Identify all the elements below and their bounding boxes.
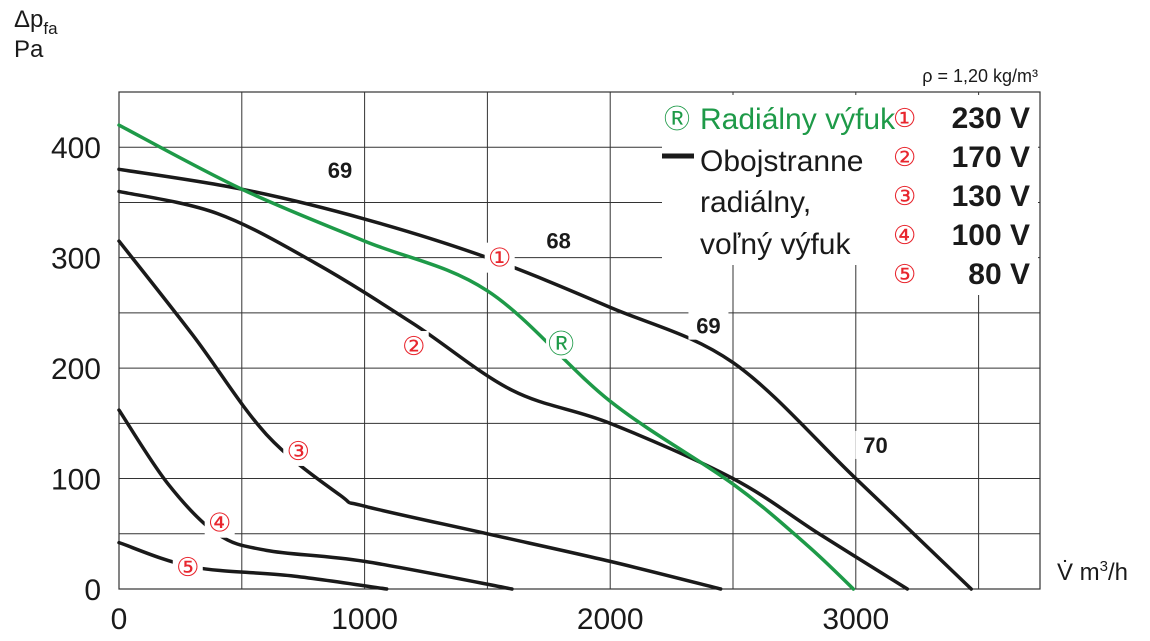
axis-ticks: 0 1000 2000 3000 0 100 200 300 400: [51, 132, 889, 636]
series-line-4: [117, 408, 514, 591]
series-marker-5: ⑤: [176, 553, 199, 583]
x-tick-label: 1000: [331, 603, 398, 636]
voltage-legend-marker-4: ④: [893, 221, 916, 251]
series-marker-bg: [283, 435, 314, 466]
db-annotations: 69 68 69 70: [320, 155, 896, 459]
density-label: ρ = 1,20 kg/m³: [922, 66, 1038, 86]
plot-frame: [118, 91, 1041, 590]
sound-level-label: 69: [696, 314, 720, 339]
y-axis-label: Δpfa: [14, 6, 58, 38]
voltage-legend-label-4: 100 V: [952, 219, 1030, 252]
y-tick-label: 200: [51, 353, 101, 386]
y-tick-label: 300: [51, 243, 101, 276]
series-marker-bg: [204, 507, 235, 538]
voltage-legend-marker-2: ②: [893, 143, 916, 173]
series-marker-2: ②: [402, 332, 425, 362]
x-axis-label-main: V̇ m: [1057, 558, 1100, 586]
voltage-legend-label-5: 80 V: [968, 258, 1030, 291]
legend-green-symbol: Ⓡ: [664, 105, 690, 135]
x-axis-label-sup: 3: [1100, 558, 1108, 575]
series-line-5: [117, 540, 389, 591]
x-axis-label: V̇ m3/h: [1057, 558, 1128, 586]
y-axis-unit: Pa: [14, 36, 44, 63]
legend-green-label: Radiálny výfuk: [700, 103, 896, 136]
sound-level-label: 70: [863, 433, 887, 458]
x-tick-label: 2000: [577, 603, 644, 636]
annotation-bg: [538, 226, 579, 255]
legend-black-label-2: radiálny,: [700, 186, 811, 219]
annotation-bg: [320, 155, 361, 184]
x-axis-label-end: /h: [1108, 559, 1128, 586]
y-axis-label-sub: fa: [43, 19, 58, 38]
annotation-bg: [688, 311, 729, 340]
voltage-legend-background: [890, 95, 1038, 295]
voltage-legend-label-2: 170 V: [952, 141, 1030, 174]
series-line-3: [117, 239, 723, 591]
series-line-2: [117, 189, 910, 591]
voltage-legend: ① 230 V ② 170 V ③ 130 V ④ 100 V ⑤ 80 V: [893, 102, 1030, 291]
series-marker-bg: [546, 328, 577, 359]
series-marker-3: ③: [287, 437, 310, 467]
series-marker-bg: [398, 331, 429, 362]
legend-black-label-3: voľný výfuk: [700, 228, 851, 261]
y-tick-label: 100: [51, 464, 101, 497]
series-marker-bg: [484, 242, 515, 273]
curve-markers: ① ② ③ ④⑤ Ⓡ: [172, 242, 577, 583]
voltage-legend-marker-3: ③: [893, 182, 916, 212]
y-axis-label-main: Δp: [14, 6, 43, 33]
series-line-6: [117, 123, 856, 591]
x-tick-label: 3000: [822, 603, 889, 636]
curves: [117, 123, 973, 591]
voltage-legend-label-3: 130 V: [952, 180, 1030, 213]
series-line-1: [117, 167, 973, 591]
x-tick-label: 0: [111, 603, 128, 636]
series-marker-bg: [172, 551, 203, 582]
y-tick-label: 400: [51, 132, 101, 165]
annotation-bg: [855, 430, 896, 459]
series-marker-1: ①: [488, 244, 511, 274]
voltage-legend-marker-1: ①: [893, 104, 916, 134]
voltage-legend-label-1: 230 V: [952, 102, 1030, 135]
series-marker-6: Ⓡ: [548, 330, 574, 360]
series-marker-4: ④: [208, 509, 231, 539]
sound-level-label: 68: [546, 229, 570, 254]
y-tick-label: 0: [84, 574, 101, 607]
legend-black-label-1: Obojstranne: [700, 145, 863, 178]
legend-background: [662, 95, 890, 265]
sound-level-label: 69: [328, 158, 352, 183]
voltage-legend-marker-5: ⑤: [893, 260, 916, 290]
